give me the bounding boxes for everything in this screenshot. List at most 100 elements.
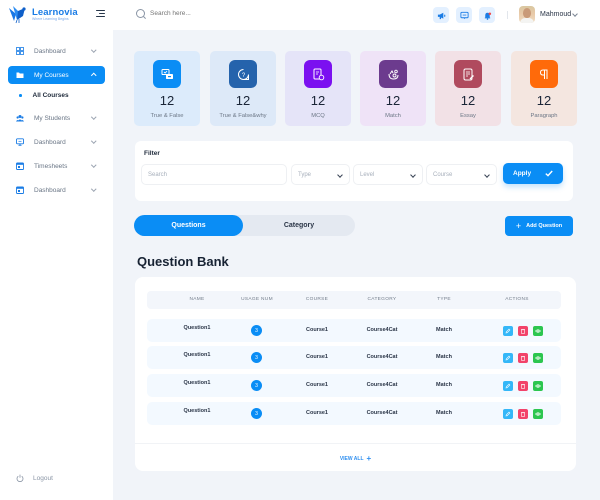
stat-card-true-false-why[interactable]: ? 12 True & False&why [210,51,276,126]
stat-label: Paragraph [530,113,558,119]
usage-badge: 3 [251,352,262,363]
stat-label: Match [385,113,401,119]
pencil-icon [505,355,511,361]
filter-course-select[interactable]: Course [426,164,497,185]
announcements-button[interactable] [433,7,449,23]
chevron-down-icon [90,186,96,192]
filter-panel: Filter Search Type Level Course [135,141,573,201]
sidebar-item-my-students[interactable]: My Students [8,109,105,127]
filter-type-select[interactable]: Type [291,164,350,185]
trash-icon [521,412,525,417]
table-row[interactable]: Question1 3 Course1 Course4Cat Match [147,319,561,342]
column-header: TYPE [437,297,451,302]
filter-level-select[interactable]: Level [353,164,423,185]
edit-button[interactable] [503,409,513,419]
edit-button[interactable] [503,326,513,336]
bell-icon [484,11,491,20]
dashboard-icon [16,47,24,55]
pencil-icon [505,383,511,389]
delete-button[interactable] [518,381,528,391]
trash-icon [521,356,525,361]
stat-card-mcq[interactable]: 12 MCQ [285,51,351,126]
usage-badge: 3 [251,408,262,419]
table-row[interactable]: Question1 3 Course1 Course4Cat Match [147,346,561,369]
filter-title: Filter [144,150,160,157]
edit-button[interactable] [503,381,513,391]
sidebar-item-dashboard-3[interactable]: Dashboard [8,181,105,199]
sidebar-item-dashboard-2[interactable]: Dashboard [8,133,105,151]
filter-search-input[interactable]: Search [141,164,287,185]
search-icon [136,9,145,18]
stat-count: 12 [536,93,552,108]
students-icon [16,114,24,122]
stat-count: 12 [235,93,251,108]
sidebar: Dashboard My Courses All Courses My Stud… [0,30,113,500]
stat-label: MCQ [311,113,325,119]
chevron-up-icon [90,73,96,79]
chevron-down-icon [410,172,416,178]
column-header: USAGE NUM [241,297,273,302]
eye-icon [535,356,541,360]
messages-button[interactable] [456,7,472,23]
view-button[interactable] [533,381,543,391]
stat-count: 12 [385,93,401,108]
question-table: NAME USAGE NUM COURSE CATEGORY TYPE ACTI… [135,277,576,471]
sidebar-item-my-courses[interactable]: My Courses [8,66,105,84]
brand-tagline: Where Learning Begins [32,17,69,21]
chevron-down-icon [90,162,96,168]
apply-button[interactable]: Apply [503,163,563,184]
logo[interactable]: Learnovia Where Learning Begins [8,5,78,24]
folder-icon [16,71,24,79]
calendar-icon [16,186,24,194]
chevron-down-icon [90,114,96,120]
logout-button[interactable]: Logout [16,474,53,482]
view-tabs: Questions Category [134,215,355,236]
top-bar: Learnovia Where Learning Begins [0,0,600,30]
notifications-button[interactable] [479,7,495,23]
usage-badge: 3 [251,380,262,391]
chevron-down-icon [484,172,490,178]
table-row[interactable]: Question1 3 Course1 Course4Cat Match [147,374,561,397]
sidebar-item-timesheets[interactable]: Timesheets [8,157,105,175]
tab-questions[interactable]: Questions [134,215,243,236]
document-check-icon [304,60,332,88]
stat-card-true-false[interactable]: 12 True & False [134,51,200,126]
stat-card-paragraph[interactable]: 12 Paragraph [511,51,577,126]
table-header: NAME USAGE NUM COURSE CATEGORY TYPE ACTI… [147,291,561,309]
table-row[interactable]: Question1 3 Course1 Course4Cat Match [147,402,561,425]
stat-card-essay[interactable]: 12 Essay [435,51,501,126]
header-search[interactable] [136,9,270,18]
user-name: Mahmoud [540,11,572,18]
delete-button[interactable] [518,409,528,419]
header-search-input[interactable] [150,10,270,17]
trash-icon [521,329,525,334]
delete-button[interactable] [518,326,528,336]
delete-button[interactable] [518,353,528,363]
pencil-icon [505,411,511,417]
checkmark-icon [545,170,553,177]
user-menu[interactable]: Mahmoud [540,10,578,18]
question-bubble-icon: ? [229,60,257,88]
eye-icon [535,412,541,416]
view-button[interactable] [533,326,543,336]
message-icon [459,11,469,19]
page-title: Question Bank [137,254,229,269]
stat-label: True & False [150,113,184,119]
chevron-down-icon [90,47,96,53]
eye-icon [535,329,541,333]
column-header: CATEGORY [367,297,397,302]
tab-category[interactable]: Category [283,222,315,229]
view-all-link[interactable]: VIEW ALL + [339,454,372,463]
stat-card-match[interactable]: 12 Match [360,51,426,126]
add-question-button[interactable]: + Add Question [505,216,573,236]
chat-check-icon [153,60,181,88]
sidebar-subitem-all-courses[interactable]: All Courses [19,92,69,99]
sidebar-item-dashboard[interactable]: Dashboard [8,42,105,60]
svg-text:?: ? [241,72,245,78]
view-button[interactable] [533,409,543,419]
megaphone-icon [437,12,445,19]
menu-toggle-icon[interactable] [96,10,105,18]
edit-button[interactable] [503,353,513,363]
avatar[interactable] [519,6,535,23]
view-button[interactable] [533,353,543,363]
